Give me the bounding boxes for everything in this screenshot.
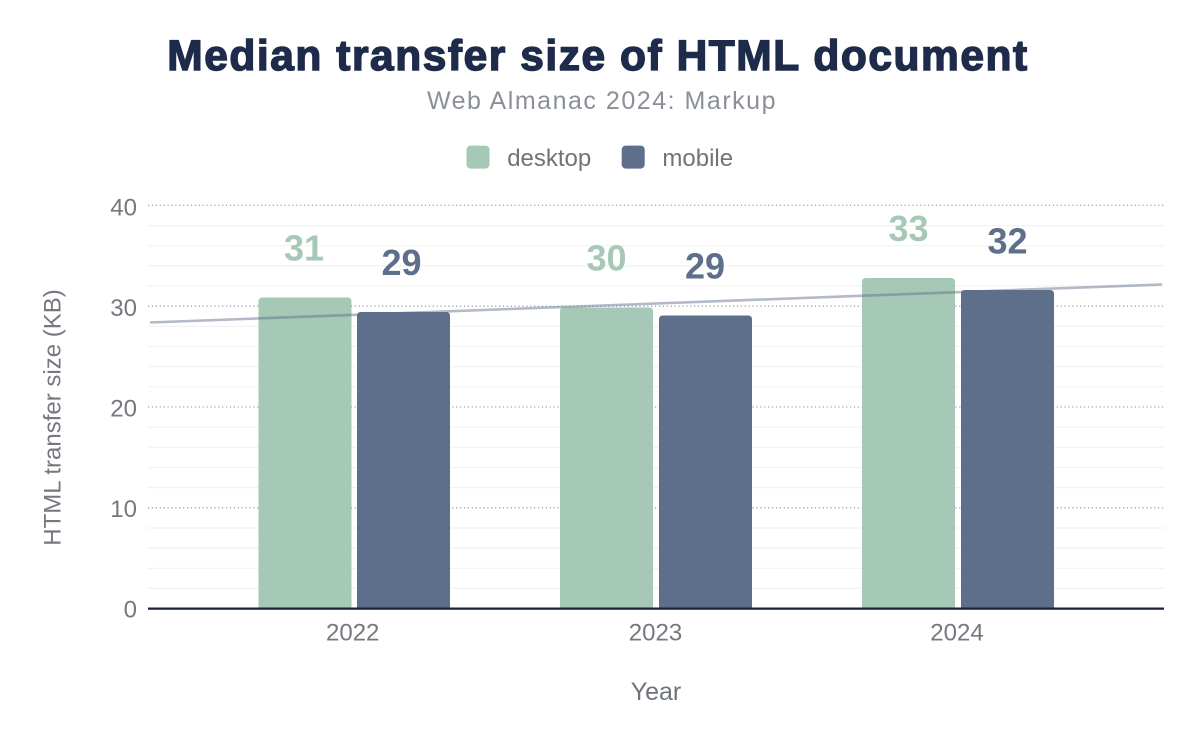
svg-text:30: 30 — [110, 295, 137, 322]
svg-text:31: 31 — [284, 227, 324, 268]
svg-text:HTML transfer size (KB): HTML transfer size (KB) — [40, 289, 67, 546]
svg-text:40: 40 — [110, 195, 137, 222]
svg-text:20: 20 — [110, 396, 137, 423]
svg-text:2023: 2023 — [629, 619, 682, 646]
svg-text:2022: 2022 — [326, 619, 379, 646]
svg-text:10: 10 — [110, 496, 137, 523]
svg-text:29: 29 — [381, 242, 421, 283]
svg-text:33: 33 — [888, 208, 928, 249]
svg-text:Median transfer size of HTML d: Median transfer size of HTML document — [167, 33, 1028, 80]
svg-text:Web Almanac 2024: Markup: Web Almanac 2024: Markup — [427, 87, 777, 115]
svg-text:2024: 2024 — [930, 619, 983, 646]
svg-text:desktop: desktop — [507, 145, 591, 172]
svg-text:Year: Year — [631, 678, 682, 706]
svg-text:0: 0 — [124, 597, 137, 624]
svg-text:mobile: mobile — [662, 145, 733, 172]
svg-text:30: 30 — [586, 237, 626, 278]
svg-text:29: 29 — [685, 245, 725, 286]
svg-text:32: 32 — [987, 220, 1027, 261]
